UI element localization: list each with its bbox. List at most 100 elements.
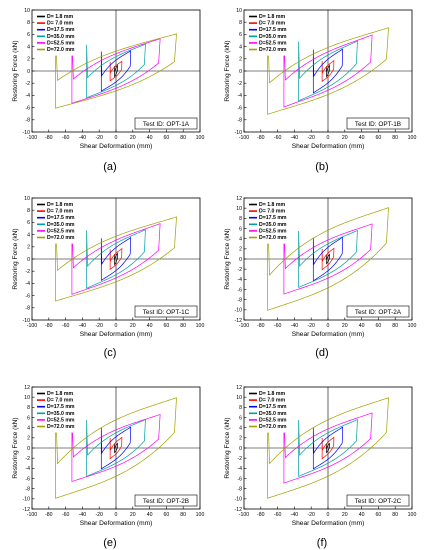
x-tick-label: 80 [392,323,398,329]
legend-entry: D=52.5 mm [47,417,75,423]
x-tick-label: 80 [180,135,186,141]
x-tick-label: 0 [327,323,330,329]
y-tick-label: 10 [24,8,30,14]
series-loop [86,43,146,99]
x-tick-label: -20 [95,135,103,141]
series-loop [283,223,373,295]
legend-entry: D= 1.8 mm [47,202,73,208]
x-tick-label: -100 [239,323,249,329]
x-tick-label: -60 [62,135,70,141]
chart-panel: -100 -80 -60 -40 -20 0 20 40 60 80 100-12-10-8-6-4… [224,385,416,549]
x-tick-label: 60 [164,135,170,141]
x-tick-label: -40 [291,323,299,329]
y-tick-label: -8 [25,486,30,492]
series-loop [86,229,146,289]
x-tick-label: -80 [45,512,53,518]
x-tick-label: -20 [95,323,103,329]
y-tick-label: -4 [25,466,30,472]
series-loop [100,50,132,92]
x-tick-label: 0 [327,135,330,141]
legend-entry: D=72.0 mm [47,424,75,430]
y-tick-label: 0 [239,446,242,452]
y-tick-label: -10 [23,497,31,503]
legend-box [36,201,76,244]
test-id-box [134,305,198,318]
test-id-box [134,117,198,130]
legend-entry: D=35.0 mm [47,222,75,228]
legend-entry: D=17.5 mm [259,404,287,410]
y-tick-label: -6 [237,476,242,482]
series-loop [321,247,335,271]
y-tick-label: 0 [27,69,30,75]
legend-entry: D= 1.8 mm [47,14,73,20]
panel-caption: (f) [317,537,327,549]
y-tick-label: 10 [24,395,30,401]
legend-entry: D= 7.0 mm [47,21,73,27]
x-tick-label: 100 [196,135,205,141]
y-axis-label: Restoring Force (kN) [224,228,231,289]
chart-panel: -100 -80 -60 -40 -20 0 20 40 60 80 100-10-8-6-4-20… [12,196,204,359]
y-tick-label: 12 [236,385,242,391]
panel-caption: (c) [104,347,117,359]
series-loop [71,223,161,295]
y-tick-label: -2 [25,269,30,275]
y-tick-label: -4 [25,281,30,287]
x-tick-label: 80 [180,512,186,518]
x-tick-label: -40 [291,512,299,518]
y-tick-label: -8 [237,486,242,492]
legend-entry: D=17.5 mm [47,215,75,221]
legend-entry: D= 1.8 mm [259,14,285,20]
y-axis-label: Restoring Force (kN) [224,40,231,101]
series-loop [298,229,358,289]
series-loop [326,442,330,454]
y-tick-label: -2 [25,81,30,87]
x-tick-label: 20 [130,135,136,141]
y-tick-label: 4 [27,425,30,431]
x-tick-label: -40 [291,135,299,141]
x-tick-label: 20 [130,512,136,518]
y-tick-label: 6 [27,32,30,38]
x-axis-label: Shear Deformation (mm) [80,520,153,527]
legend-entry: D=35.0 mm [47,34,75,40]
y-tick-label: -4 [25,93,30,99]
y-tick-label: -2 [25,456,30,462]
x-tick-label: -80 [45,135,53,141]
y-tick-label: 6 [27,220,30,226]
y-tick-label: 4 [239,236,242,242]
x-tick-label: 20 [342,135,348,141]
y-tick-label: 0 [27,446,30,452]
y-tick-label: 2 [27,245,30,251]
x-tick-label: -20 [307,512,315,518]
series-loop [55,216,177,302]
legend-entry: D=72.0 mm [259,235,287,241]
x-tick-label: 60 [164,512,170,518]
x-tick-label: 20 [130,323,136,329]
x-tick-label: -40 [79,323,87,329]
x-tick-label: 100 [408,323,417,329]
y-tick-label: -4 [237,93,242,99]
y-tick-label: 6 [239,415,242,421]
y-tick-label: 2 [239,247,242,253]
x-tick-label: 0 [115,135,118,141]
x-tick-label: -60 [62,512,70,518]
x-tick-label: 0 [115,512,118,518]
x-tick-label: -20 [307,323,315,329]
y-tick-label: 6 [27,415,30,421]
x-tick-label: -60 [274,323,282,329]
y-axis-label: Restoring Force (kN) [12,40,19,101]
test-id-box [346,117,410,130]
series-loop [114,252,118,266]
x-tick-label: 100 [408,135,417,141]
y-tick-label: -10 [235,130,243,136]
x-tick-label: 40 [359,512,365,518]
y-tick-label: 10 [236,395,242,401]
x-tick-label: 80 [392,135,398,141]
series-loop [298,418,358,478]
y-tick-label: 12 [236,196,242,202]
legend-entry: D=52.5 mm [259,40,287,46]
x-tick-label: -80 [257,323,265,329]
x-tick-label: -100 [27,512,37,518]
legend-entry: D=72.0 mm [259,424,287,430]
legend-entry: D= 7.0 mm [259,398,285,404]
